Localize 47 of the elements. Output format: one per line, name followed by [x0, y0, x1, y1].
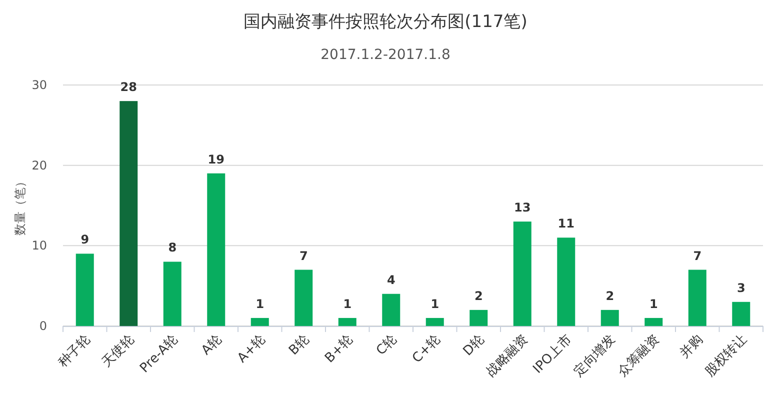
data-label: 19 [208, 152, 224, 166]
data-label: 7 [299, 248, 308, 263]
data-label: 4 [386, 272, 396, 287]
x-tick-label: B+轮 [322, 332, 356, 366]
data-label: 3 [736, 280, 746, 295]
data-label: 28 [120, 80, 137, 94]
y-tick-label: 30 [32, 78, 47, 92]
data-label: 2 [474, 288, 483, 303]
y-axis-title: 数量（笔） [13, 176, 27, 236]
bar [294, 270, 313, 326]
bar [338, 318, 356, 326]
data-label: 1 [343, 296, 352, 311]
bar [732, 302, 750, 326]
bar [688, 270, 706, 326]
x-tick-label: 天使轮 [99, 332, 138, 370]
bar [600, 310, 619, 326]
data-label: 7 [693, 248, 702, 263]
bar [557, 238, 576, 326]
data-label: 1 [430, 296, 440, 311]
bar [513, 222, 532, 326]
bar [644, 318, 663, 326]
data-label: 8 [168, 240, 177, 255]
y-tick-label: 10 [32, 238, 47, 253]
bar [76, 254, 94, 326]
y-tick-label: 0 [39, 319, 47, 333]
chart-subtitle: 2017.1.2-2017.1.8 [320, 47, 450, 63]
x-tick-label: C+轮 [410, 332, 444, 366]
x-tick-label: A轮 [198, 332, 225, 358]
data-label: 13 [514, 200, 531, 215]
data-label: 1 [256, 296, 264, 311]
bar [382, 294, 400, 326]
bar [470, 310, 488, 326]
data-label: 1 [649, 296, 658, 311]
x-tick-label: A+轮 [234, 332, 269, 366]
bar [120, 101, 138, 326]
bar [426, 318, 444, 326]
bar [250, 318, 269, 326]
bar [207, 173, 226, 326]
x-tick-label: 种子轮 [56, 332, 94, 370]
bar [163, 262, 182, 326]
x-tick-label: C轮 [374, 332, 400, 358]
chart-title: 国内融资事件按照轮次分布图(117笔) [244, 12, 528, 32]
data-label: 11 [558, 216, 574, 231]
y-tick-label: 20 [32, 158, 47, 172]
x-tick-label: B轮 [286, 332, 312, 358]
data-label: 9 [80, 232, 90, 247]
data-label: 2 [606, 288, 614, 303]
